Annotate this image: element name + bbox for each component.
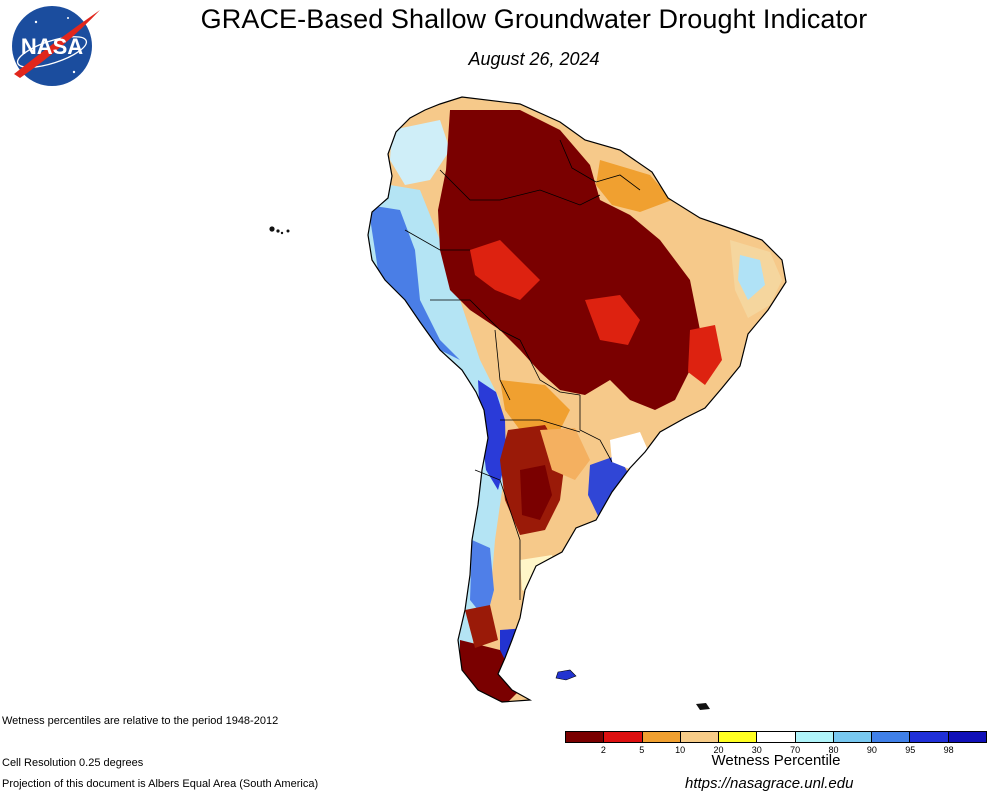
falkland-islands xyxy=(555,669,577,681)
legend-tick-label: 2 xyxy=(600,745,606,755)
legend-color-bar xyxy=(565,731,987,743)
resolution-note: Cell Resolution 0.25 degrees xyxy=(2,757,144,769)
galapagos-islands xyxy=(269,226,290,235)
map-title: GRACE-Based Shallow Groundwater Drought … xyxy=(200,4,868,34)
source-url: https://nasagrace.unl.edu xyxy=(685,775,854,792)
legend-tick-label: 20 xyxy=(713,745,724,755)
legend-swatch xyxy=(948,732,986,742)
legend-ticks: 2 5 10 20 30 70 80 90 95 98 xyxy=(565,743,987,757)
legend-swatch xyxy=(872,732,911,742)
legend-swatch xyxy=(757,732,796,742)
legend-tick-label: 98 xyxy=(943,745,954,755)
legend-tick-label: 5 xyxy=(639,745,645,755)
legend-tick-label: 10 xyxy=(675,745,686,755)
legend-tick-label: 30 xyxy=(751,745,762,755)
legend-swatch xyxy=(833,732,873,742)
svg-text:NASA: NASA xyxy=(21,34,83,59)
legend-swatch xyxy=(719,732,758,742)
legend-tick-label: 70 xyxy=(790,745,801,755)
legend-swatch xyxy=(795,732,834,742)
nasa-logo: NASA xyxy=(12,6,100,86)
legend-title: Wetness Percentile xyxy=(711,752,841,769)
legend-swatch xyxy=(604,732,643,742)
legend-tick-label: 95 xyxy=(905,745,916,755)
baseline-note: Wetness percentiles are relative to the … xyxy=(2,715,279,727)
legend-swatch xyxy=(642,732,681,742)
legend-swatch xyxy=(680,732,720,742)
legend-swatch xyxy=(910,732,949,742)
projection-note: Projection of this document is Albers Eq… xyxy=(2,778,319,790)
wetness-legend: 2 5 10 20 30 70 80 90 95 98 xyxy=(565,731,987,757)
legend-tick-label: 90 xyxy=(866,745,877,755)
map-date: August 26, 2024 xyxy=(468,49,600,69)
legend-swatch xyxy=(566,732,605,742)
legend-tick-label: 80 xyxy=(828,745,839,755)
south-georgia-island xyxy=(696,703,710,710)
